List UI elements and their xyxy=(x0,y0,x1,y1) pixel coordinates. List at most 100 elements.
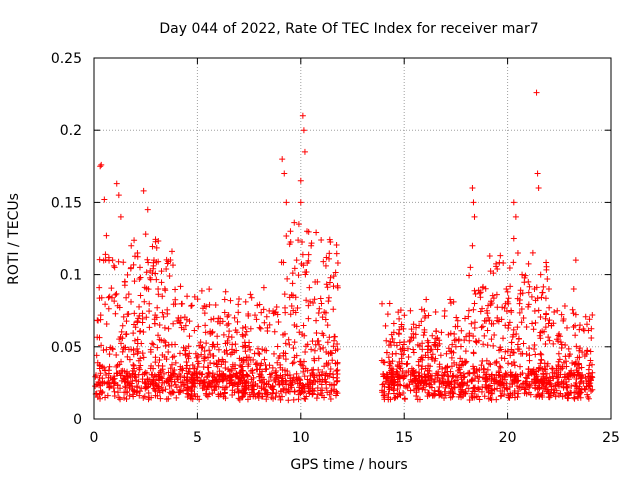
data-point xyxy=(165,348,172,355)
data-point xyxy=(309,369,316,376)
data-point xyxy=(228,334,235,341)
data-point xyxy=(497,393,504,400)
data-point xyxy=(471,365,478,372)
data-point xyxy=(146,394,153,401)
data-point xyxy=(222,395,229,402)
data-point xyxy=(333,374,340,381)
data-point xyxy=(254,366,261,373)
data-point xyxy=(129,371,136,378)
data-point xyxy=(511,362,518,369)
data-point xyxy=(570,286,577,293)
data-point xyxy=(263,365,270,372)
data-point xyxy=(194,353,201,360)
data-point xyxy=(470,363,477,370)
data-point xyxy=(257,325,264,332)
data-point xyxy=(322,262,329,269)
data-point xyxy=(389,335,396,342)
data-point xyxy=(224,322,231,329)
data-point xyxy=(118,358,125,365)
data-point xyxy=(420,384,427,391)
data-point xyxy=(331,337,338,344)
data-point xyxy=(316,341,323,348)
data-point xyxy=(152,270,159,277)
data-point xyxy=(588,335,595,342)
data-point xyxy=(511,388,518,394)
data-point xyxy=(93,352,100,359)
data-point xyxy=(295,237,302,244)
data-point xyxy=(225,366,232,373)
data-point xyxy=(97,382,104,389)
data-point xyxy=(113,363,120,370)
data-point xyxy=(444,368,451,375)
data-point xyxy=(281,170,288,177)
data-point xyxy=(418,366,425,373)
data-point xyxy=(555,379,562,386)
data-point xyxy=(237,379,244,386)
data-point xyxy=(221,309,228,316)
data-point xyxy=(484,342,491,349)
data-point xyxy=(503,308,510,315)
data-point xyxy=(546,317,553,324)
data-point xyxy=(413,324,420,331)
data-point xyxy=(410,321,417,328)
data-point xyxy=(556,331,563,338)
data-point xyxy=(306,388,313,395)
data-point xyxy=(396,339,403,346)
data-point xyxy=(324,372,331,379)
data-point xyxy=(499,373,506,380)
data-point xyxy=(198,351,205,358)
data-point xyxy=(319,314,326,321)
data-point xyxy=(125,310,132,317)
data-point xyxy=(149,340,156,347)
data-point xyxy=(232,341,239,348)
data-point xyxy=(560,317,567,324)
data-point xyxy=(314,338,321,345)
data-point xyxy=(234,386,241,393)
data-point xyxy=(105,379,112,386)
data-point xyxy=(305,384,312,391)
data-point xyxy=(522,272,529,279)
data-point xyxy=(419,346,426,353)
data-point xyxy=(122,344,129,351)
data-point xyxy=(290,345,297,352)
data-point xyxy=(278,388,285,395)
data-point xyxy=(243,385,250,392)
data-point xyxy=(483,371,490,378)
data-point xyxy=(561,359,568,366)
data-point xyxy=(386,300,393,307)
data-point xyxy=(501,384,508,391)
data-point xyxy=(150,382,157,389)
data-point xyxy=(153,314,160,321)
data-point xyxy=(147,349,154,356)
data-point xyxy=(543,259,550,266)
data-point xyxy=(210,352,217,359)
data-point xyxy=(105,254,112,261)
data-point xyxy=(106,293,113,300)
data-point xyxy=(94,317,101,324)
data-point xyxy=(502,322,509,329)
data-point xyxy=(585,366,592,373)
data-point xyxy=(539,390,546,397)
data-point xyxy=(524,375,531,382)
data-point xyxy=(202,390,209,397)
data-point xyxy=(176,350,183,357)
data-point xyxy=(526,283,533,290)
data-point xyxy=(239,393,246,400)
data-point xyxy=(221,296,228,303)
data-point xyxy=(327,274,334,281)
data-point xyxy=(169,361,176,368)
data-point xyxy=(293,257,300,264)
data-point xyxy=(330,306,337,313)
data-point xyxy=(555,332,562,339)
data-point xyxy=(419,354,426,361)
data-point xyxy=(162,342,169,349)
data-point xyxy=(106,384,113,391)
data-point xyxy=(416,322,423,329)
data-point xyxy=(136,366,143,373)
data-point xyxy=(589,386,596,393)
data-point xyxy=(118,340,125,347)
data-point xyxy=(249,383,256,390)
data-point xyxy=(161,353,168,360)
data-point xyxy=(297,199,304,206)
data-point xyxy=(392,350,399,357)
